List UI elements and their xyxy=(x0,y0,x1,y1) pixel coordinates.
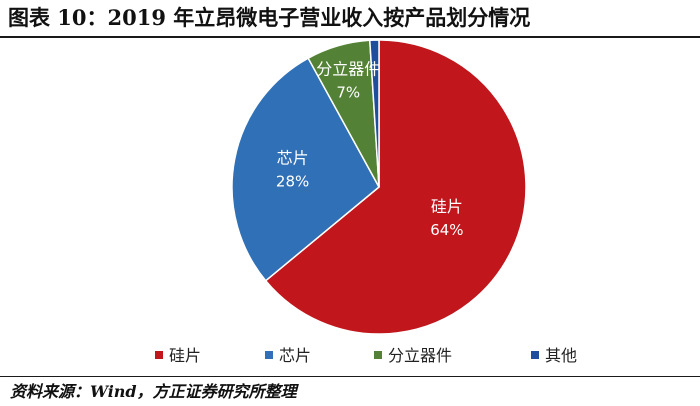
slice-value-2: 7% xyxy=(336,83,360,101)
slice-label-2: 分立器件 xyxy=(316,59,380,78)
source-note: 资料来源：Wind，方正证券研究所整理 xyxy=(10,380,297,404)
legend-swatch-1 xyxy=(265,351,273,359)
slice-label-1: 芯片 xyxy=(277,149,309,168)
figure-title: 图表 10：2019 年立昂微电子营业收入按产品划分情况 xyxy=(8,2,692,34)
source-divider xyxy=(0,376,700,377)
legend-label-2: 分立器件 xyxy=(388,346,452,365)
legend-swatch-3 xyxy=(531,351,539,359)
legend-label-3: 其他 xyxy=(545,346,577,365)
legend-swatch-0 xyxy=(155,351,163,359)
slice-value-1: 28% xyxy=(276,173,309,191)
slice-value-0: 64% xyxy=(430,221,463,239)
legend: 硅片 芯片 分立器件 其他 xyxy=(155,346,577,365)
legend-label-1: 芯片 xyxy=(279,346,311,365)
legend-label-0: 硅片 xyxy=(169,346,201,365)
slice-label-0: 硅片 xyxy=(431,197,463,216)
legend-swatch-2 xyxy=(374,351,382,359)
